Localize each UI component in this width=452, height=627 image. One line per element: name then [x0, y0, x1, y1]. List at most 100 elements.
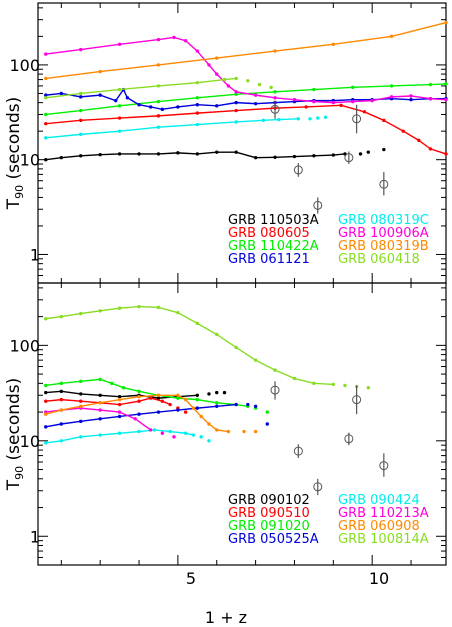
y-tick-label: 10 — [20, 151, 40, 170]
data-point — [195, 80, 200, 85]
data-point — [273, 96, 277, 100]
data-point — [401, 129, 405, 133]
series-line — [45, 21, 447, 80]
data-point — [44, 96, 48, 100]
data-point — [133, 417, 137, 421]
data-point — [253, 93, 258, 97]
data-point — [312, 87, 316, 92]
data-point — [273, 49, 277, 53]
data-point — [265, 410, 269, 414]
data-point — [296, 117, 301, 121]
data-point — [312, 154, 316, 158]
data-point — [176, 151, 180, 155]
data-point — [137, 304, 141, 309]
data-point — [242, 429, 246, 434]
data-point — [246, 402, 250, 407]
data-point — [183, 410, 188, 414]
data-point — [195, 393, 200, 397]
data-point — [207, 439, 211, 443]
data-point — [121, 386, 126, 390]
data-point — [234, 92, 238, 96]
data-point — [59, 91, 64, 96]
data-point — [444, 97, 448, 102]
data-point — [183, 39, 188, 43]
y-tick-label: 1 — [30, 527, 40, 546]
data-point — [215, 104, 219, 108]
data-point — [331, 153, 336, 157]
data-point — [156, 305, 161, 310]
data-point — [207, 63, 211, 67]
data-point — [98, 93, 102, 97]
error-point — [293, 165, 303, 175]
data-point — [156, 99, 161, 104]
series-grb-080605 — [44, 103, 448, 156]
data-point — [234, 120, 238, 124]
data-point — [98, 309, 102, 313]
data-point — [234, 402, 238, 407]
data-point — [79, 379, 83, 384]
data-point — [156, 393, 161, 397]
data-point — [195, 111, 200, 115]
data-point — [98, 69, 102, 74]
data-point — [292, 97, 297, 102]
legend-entry: GRB 060418 — [338, 252, 420, 267]
series-grb-110422a — [44, 82, 448, 117]
data-point — [160, 399, 165, 403]
data-point — [292, 154, 297, 159]
data-point — [316, 116, 320, 120]
data-point — [44, 399, 48, 403]
data-point — [117, 431, 122, 435]
data-point — [444, 20, 448, 25]
data-point — [168, 429, 172, 434]
data-point — [428, 147, 433, 151]
data-point — [409, 94, 413, 98]
data-point — [191, 433, 196, 437]
error-point — [293, 446, 303, 456]
data-point — [215, 390, 219, 395]
data-point — [98, 152, 102, 157]
data-point — [79, 47, 83, 52]
data-point — [234, 108, 238, 113]
data-point — [362, 110, 367, 114]
data-point — [312, 99, 316, 104]
legend-entry: GRB 090102 — [228, 493, 310, 508]
legend-entry: GRB 050525A — [228, 532, 319, 547]
data-point — [253, 404, 258, 408]
data-point — [234, 150, 238, 154]
data-point — [156, 84, 161, 88]
legend-entry: GRB 080319C — [338, 213, 429, 228]
data-point — [331, 100, 336, 105]
data-point — [323, 115, 328, 120]
data-point — [226, 429, 231, 434]
data-point — [44, 317, 48, 321]
data-point — [343, 383, 347, 388]
x-tick-label-10: 10 — [369, 569, 389, 588]
data-point — [195, 321, 200, 326]
data-point — [79, 399, 83, 403]
data-point — [137, 152, 141, 156]
data-point — [215, 72, 219, 76]
error-point — [379, 179, 389, 189]
series-grb-050525a — [44, 402, 269, 429]
data-point — [358, 152, 363, 156]
legend-entry: GRB 100814A — [338, 532, 429, 547]
data-point — [98, 377, 102, 382]
data-point — [222, 77, 227, 82]
data-point — [79, 392, 83, 396]
data-point — [183, 397, 188, 402]
data-point — [207, 392, 211, 396]
data-point — [98, 393, 102, 397]
data-point — [366, 150, 370, 154]
data-point — [117, 129, 122, 133]
legend-entry: GRB 090510 — [228, 506, 310, 521]
data-point — [215, 332, 219, 337]
legend-entry: GRB 091020 — [228, 519, 310, 534]
data-point — [269, 85, 273, 90]
data-point — [59, 314, 64, 319]
data-point — [110, 381, 114, 386]
data-point — [156, 63, 161, 67]
data-point — [215, 150, 219, 154]
data-point — [176, 105, 180, 109]
data-point — [160, 107, 165, 112]
